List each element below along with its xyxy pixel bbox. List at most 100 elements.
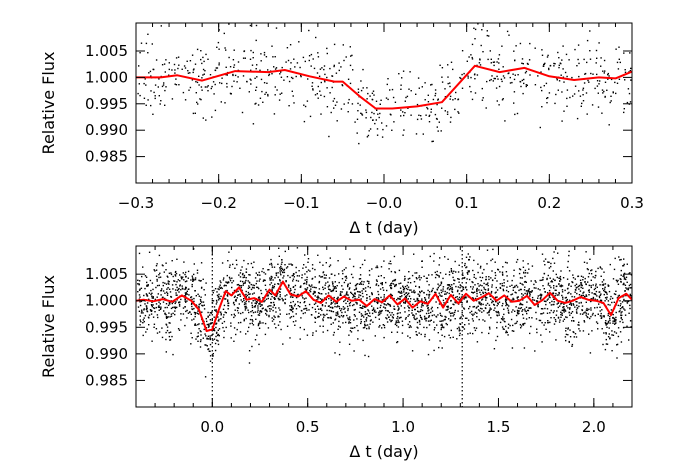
scatter-point xyxy=(375,283,378,285)
scatter-point xyxy=(251,322,253,324)
scatter-point xyxy=(433,349,435,352)
scatter-point xyxy=(598,291,600,293)
scatter-point xyxy=(195,324,197,326)
scatter-point xyxy=(457,111,459,113)
scatter-point xyxy=(180,298,182,301)
scatter-point xyxy=(555,292,557,295)
scatter-point xyxy=(213,93,215,95)
scatter-point xyxy=(503,328,505,330)
scatter-point xyxy=(526,62,529,65)
scatter-point xyxy=(233,296,236,298)
scatter-point xyxy=(218,288,220,291)
scatter-point xyxy=(550,262,552,265)
scatter-point xyxy=(147,99,149,101)
scatter-point xyxy=(228,276,231,279)
scatter-point xyxy=(599,284,601,286)
scatter-point xyxy=(156,280,158,282)
scatter-point xyxy=(368,326,370,328)
scatter-point xyxy=(440,289,442,291)
scatter-point xyxy=(522,284,524,286)
scatter-point xyxy=(359,267,362,269)
scatter-point xyxy=(416,321,419,324)
scatter-point xyxy=(315,299,318,301)
scatter-point xyxy=(166,326,169,328)
scatter-point xyxy=(498,68,500,70)
scatter-point xyxy=(424,82,426,84)
scatter-point xyxy=(358,291,360,293)
scatter-point xyxy=(615,319,617,321)
scatter-point xyxy=(540,293,542,295)
scatter-point xyxy=(320,276,322,278)
scatter-point xyxy=(226,289,228,292)
scatter-point xyxy=(476,74,479,76)
scatter-point xyxy=(378,318,380,320)
scatter-point xyxy=(564,289,566,292)
scatter-point xyxy=(578,62,580,65)
scatter-point xyxy=(558,277,560,279)
scatter-point xyxy=(521,293,523,295)
scatter-point xyxy=(391,319,393,322)
scatter-point xyxy=(451,286,453,289)
scatter-point xyxy=(368,295,371,298)
scatter-point xyxy=(573,331,575,334)
scatter-point xyxy=(535,287,537,289)
scatter-point xyxy=(199,330,201,332)
scatter-point xyxy=(359,291,361,293)
scatter-point xyxy=(222,279,225,281)
scatter-point xyxy=(154,95,156,97)
scatter-point xyxy=(209,74,212,76)
scatter-point xyxy=(229,264,231,266)
scatter-point xyxy=(295,75,297,78)
scatter-point xyxy=(186,290,188,292)
scatter-point xyxy=(456,338,458,340)
scatter-point xyxy=(549,321,551,324)
scatter-point xyxy=(420,277,422,279)
scatter-point xyxy=(262,322,264,324)
scatter-point xyxy=(598,42,600,44)
scatter-point xyxy=(448,284,451,286)
scatter-point xyxy=(392,280,394,282)
scatter-point xyxy=(558,283,560,285)
scatter-point xyxy=(505,298,507,300)
scatter-point xyxy=(496,280,498,282)
scatter-point xyxy=(522,299,524,301)
scatter-point xyxy=(304,288,306,290)
scatter-point xyxy=(334,352,336,354)
scatter-point xyxy=(462,288,465,291)
scatter-point xyxy=(562,277,565,279)
scatter-point xyxy=(483,268,485,271)
scatter-point xyxy=(214,109,217,112)
scatter-point xyxy=(421,260,423,262)
scatter-point xyxy=(576,117,579,120)
scatter-point xyxy=(209,337,211,339)
scatter-point xyxy=(565,327,567,329)
scatter-point xyxy=(605,338,607,341)
scatter-point xyxy=(541,54,544,56)
scatter-point xyxy=(302,297,304,299)
scatter-point xyxy=(224,298,226,300)
scatter-point xyxy=(553,62,555,65)
scatter-point xyxy=(394,278,397,281)
scatter-point xyxy=(449,307,452,309)
scatter-point xyxy=(508,305,510,307)
scatter-point xyxy=(488,35,490,37)
scatter-point xyxy=(599,310,601,312)
scatter-point xyxy=(386,318,388,320)
scatter-point xyxy=(350,273,353,276)
scatter-point xyxy=(589,50,591,52)
scatter-point xyxy=(426,277,428,279)
scatter-point xyxy=(602,70,604,72)
scatter-point xyxy=(266,290,268,293)
scatter-point xyxy=(572,303,574,305)
scatter-point xyxy=(558,294,560,296)
scatter-point xyxy=(568,311,570,314)
scatter-point xyxy=(278,291,281,293)
scatter-point xyxy=(533,287,535,289)
scatter-point xyxy=(428,324,431,326)
scatter-point xyxy=(611,330,613,332)
scatter-point xyxy=(150,90,152,92)
scatter-point xyxy=(204,376,207,378)
scatter-point xyxy=(260,60,262,62)
scatter-point xyxy=(255,301,258,303)
scatter-point xyxy=(246,80,248,83)
